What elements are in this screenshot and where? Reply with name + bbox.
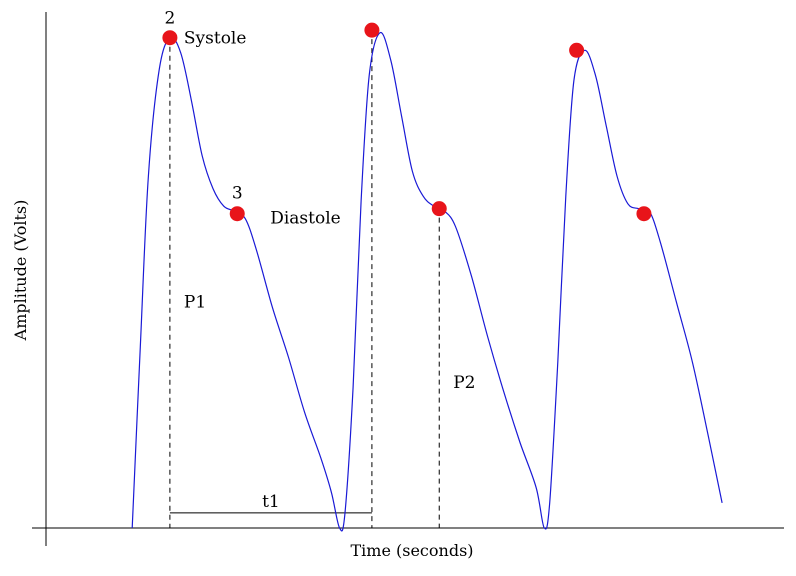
peak-marker-3 [431, 201, 447, 217]
annotations: 2 Systole 3 Diastole P1 P2 [164, 9, 475, 393]
annotation-2-0: 2 [164, 9, 175, 29]
x-axis-label: Time (seconds) [350, 541, 473, 560]
peak-marker-5 [636, 206, 652, 222]
y-axis-label: Amplitude (Volts) [11, 200, 30, 342]
peak-marker-2 [364, 22, 380, 38]
series-group [131, 32, 723, 532]
interval-label: t1 [262, 492, 280, 512]
annotation-p2-5: P2 [453, 373, 475, 393]
peak-marker-1 [229, 206, 245, 222]
annotation-diastole-3: Diastole [270, 209, 341, 229]
interval-marker: t1 [169, 492, 372, 514]
peak-marker-4 [569, 42, 585, 58]
peak-marker-0 [162, 30, 178, 46]
series-line-0 [131, 32, 723, 532]
annotation-systole-1: Systole [184, 29, 247, 49]
annotation-p1-4: P1 [184, 293, 206, 313]
annotation-3-2: 3 [232, 184, 243, 204]
guide-lines [169, 30, 440, 528]
peak-markers [162, 22, 652, 222]
